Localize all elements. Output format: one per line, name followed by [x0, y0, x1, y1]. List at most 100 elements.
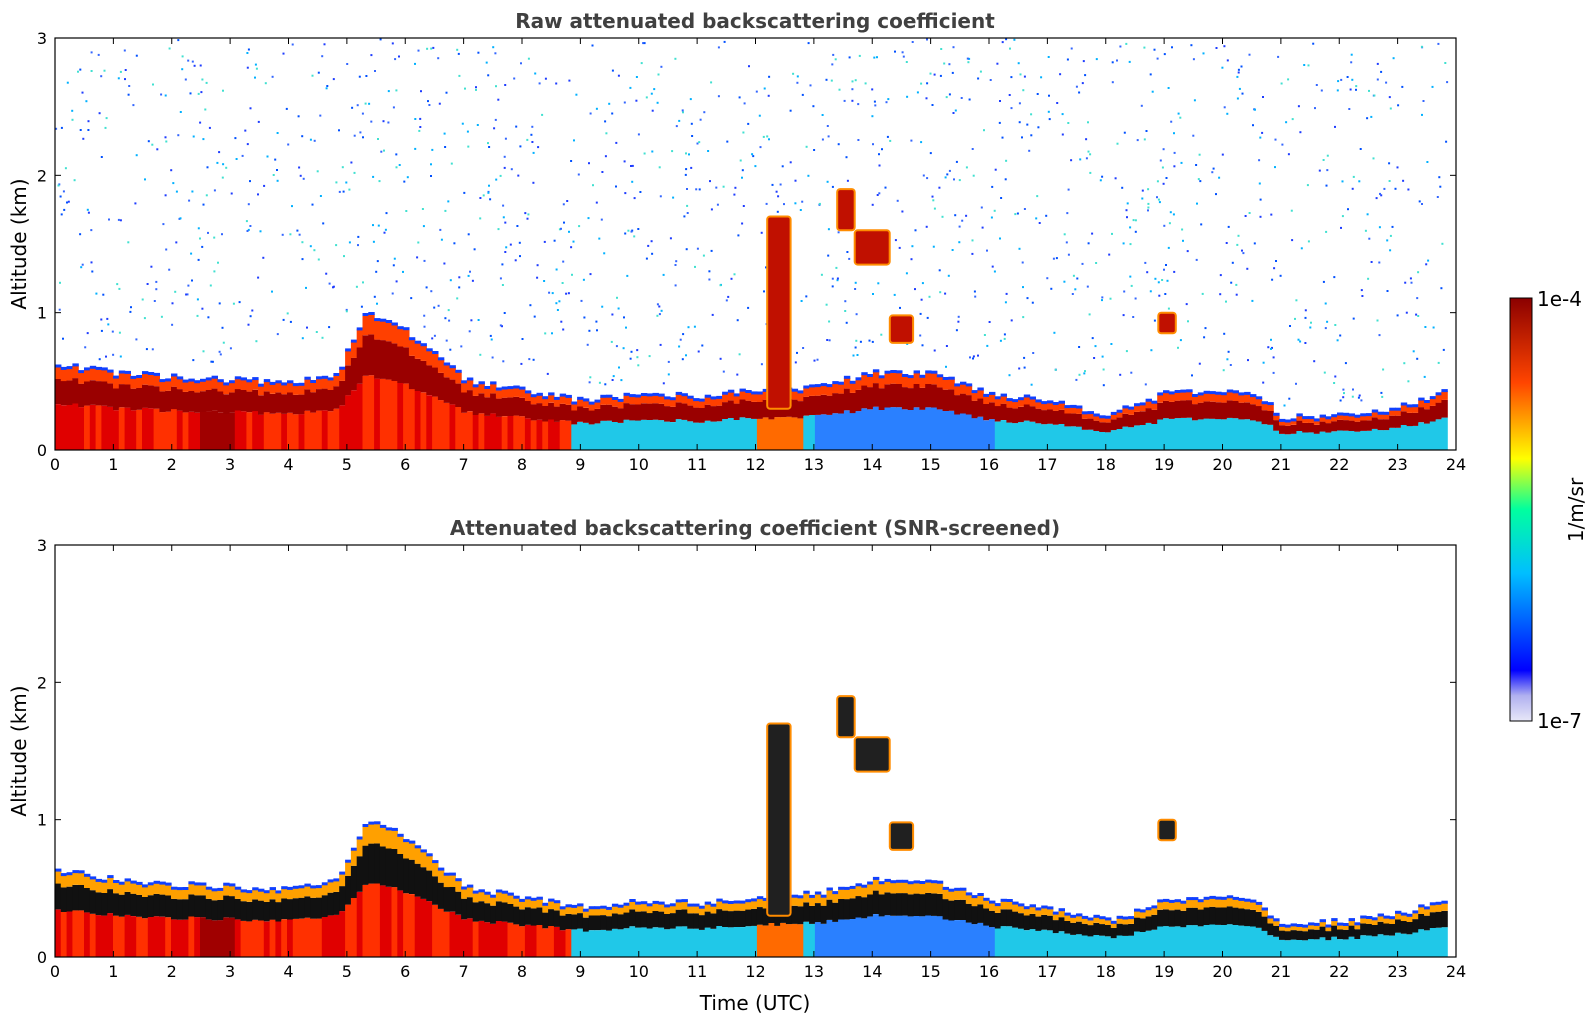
noise-speckle — [830, 79, 833, 82]
noise-speckle — [999, 339, 1002, 342]
noise-speckle — [679, 338, 682, 341]
noise-speckle — [1416, 357, 1419, 360]
bl-column — [809, 894, 816, 957]
noise-speckle — [901, 51, 904, 54]
noise-speckle — [686, 212, 689, 214]
noise-speckle — [325, 87, 328, 90]
noise-speckle — [432, 46, 435, 49]
noise-speckle — [530, 133, 533, 136]
noise-speckle — [416, 256, 419, 259]
bl-column — [565, 904, 572, 957]
noise-speckle — [501, 284, 504, 286]
noise-speckle — [905, 272, 908, 275]
x-tick-label: 0 — [50, 962, 60, 981]
bl-column — [339, 871, 346, 957]
noise-speckle — [1035, 217, 1038, 220]
y-tick-label: 0 — [37, 441, 47, 460]
noise-speckle — [938, 186, 941, 189]
noise-speckle — [229, 347, 232, 350]
bl-column — [1023, 394, 1031, 450]
noise-speckle — [1361, 295, 1364, 297]
bl-column — [1041, 905, 1048, 957]
noise-speckle — [1017, 62, 1020, 65]
noise-speckle — [921, 344, 924, 347]
bl-column — [1151, 400, 1158, 450]
bl-column — [275, 380, 282, 450]
noise-speckle — [671, 150, 674, 153]
bl-column — [95, 366, 102, 450]
noise-speckle — [1235, 283, 1238, 286]
noise-speckle — [636, 349, 639, 352]
noise-speckle — [1196, 202, 1198, 205]
noise-speckle — [476, 124, 479, 126]
noise-speckle — [905, 61, 908, 63]
bl-column — [495, 889, 503, 957]
noise-speckle — [87, 129, 90, 131]
noise-speckle — [1349, 88, 1352, 91]
noise-speckle — [1153, 48, 1156, 51]
bl-column — [733, 393, 741, 450]
noise-speckle — [1082, 60, 1085, 63]
noise-speckle — [1005, 292, 1008, 295]
noise-speckle — [1102, 384, 1105, 387]
noise-speckle — [414, 147, 417, 150]
noise-speckle — [443, 132, 446, 135]
bl-column — [1377, 913, 1384, 957]
noise-speckle — [1350, 61, 1353, 64]
noise-speckle — [1119, 45, 1122, 48]
noise-speckle — [1003, 337, 1006, 340]
bl-column — [1331, 918, 1338, 957]
noise-speckle — [643, 152, 646, 155]
noise-speckle — [503, 166, 506, 169]
noise-speckle — [723, 40, 726, 43]
x-tick-label: 20 — [1212, 455, 1232, 474]
bl-column — [78, 370, 85, 450]
noise-speckle — [487, 191, 490, 194]
noise-speckle — [103, 69, 106, 72]
noise-speckle — [164, 194, 167, 197]
noise-speckle — [583, 316, 586, 319]
noise-speckle — [1001, 41, 1004, 44]
noise-speckle — [95, 292, 98, 295]
noise-speckle — [1440, 287, 1443, 290]
noise-speckle — [685, 168, 688, 171]
bl-column — [867, 881, 874, 957]
bl-column — [472, 890, 480, 957]
noise-speckle — [1122, 242, 1125, 245]
noise-speckle — [1341, 180, 1344, 183]
noise-speckle — [117, 218, 120, 221]
noise-speckle — [187, 284, 190, 287]
noise-speckle — [717, 46, 720, 49]
bl-column — [942, 886, 949, 957]
bl-column — [385, 320, 393, 450]
bl-column — [872, 876, 880, 957]
noise-speckle — [831, 185, 834, 188]
noise-speckle — [686, 204, 689, 207]
noise-speckle — [382, 120, 385, 123]
noise-speckle — [1167, 307, 1170, 310]
x-tick-label: 20 — [1212, 962, 1232, 981]
noise-speckle — [1001, 136, 1004, 139]
noise-speckle — [317, 258, 320, 261]
noise-speckle — [1304, 316, 1307, 319]
noise-speckle — [896, 199, 899, 202]
noise-speckle — [1065, 241, 1068, 244]
noise-speckle — [1141, 189, 1144, 192]
bl-column — [1325, 924, 1332, 957]
noise-speckle — [637, 228, 640, 230]
bl-column — [292, 885, 300, 957]
noise-speckle — [1087, 121, 1089, 124]
noise-speckle — [1161, 166, 1164, 169]
noise-speckle — [301, 135, 304, 138]
noise-speckle — [658, 313, 661, 316]
noise-speckle — [645, 257, 648, 260]
bl-column — [147, 882, 155, 957]
bl-column — [188, 378, 195, 450]
noise-speckle — [988, 321, 991, 323]
bl-column — [1081, 411, 1089, 450]
noise-speckle — [1412, 350, 1415, 353]
noise-speckle — [1101, 299, 1103, 302]
noise-speckle — [685, 354, 687, 357]
noise-speckle — [1022, 316, 1025, 319]
noise-speckle — [958, 179, 961, 182]
